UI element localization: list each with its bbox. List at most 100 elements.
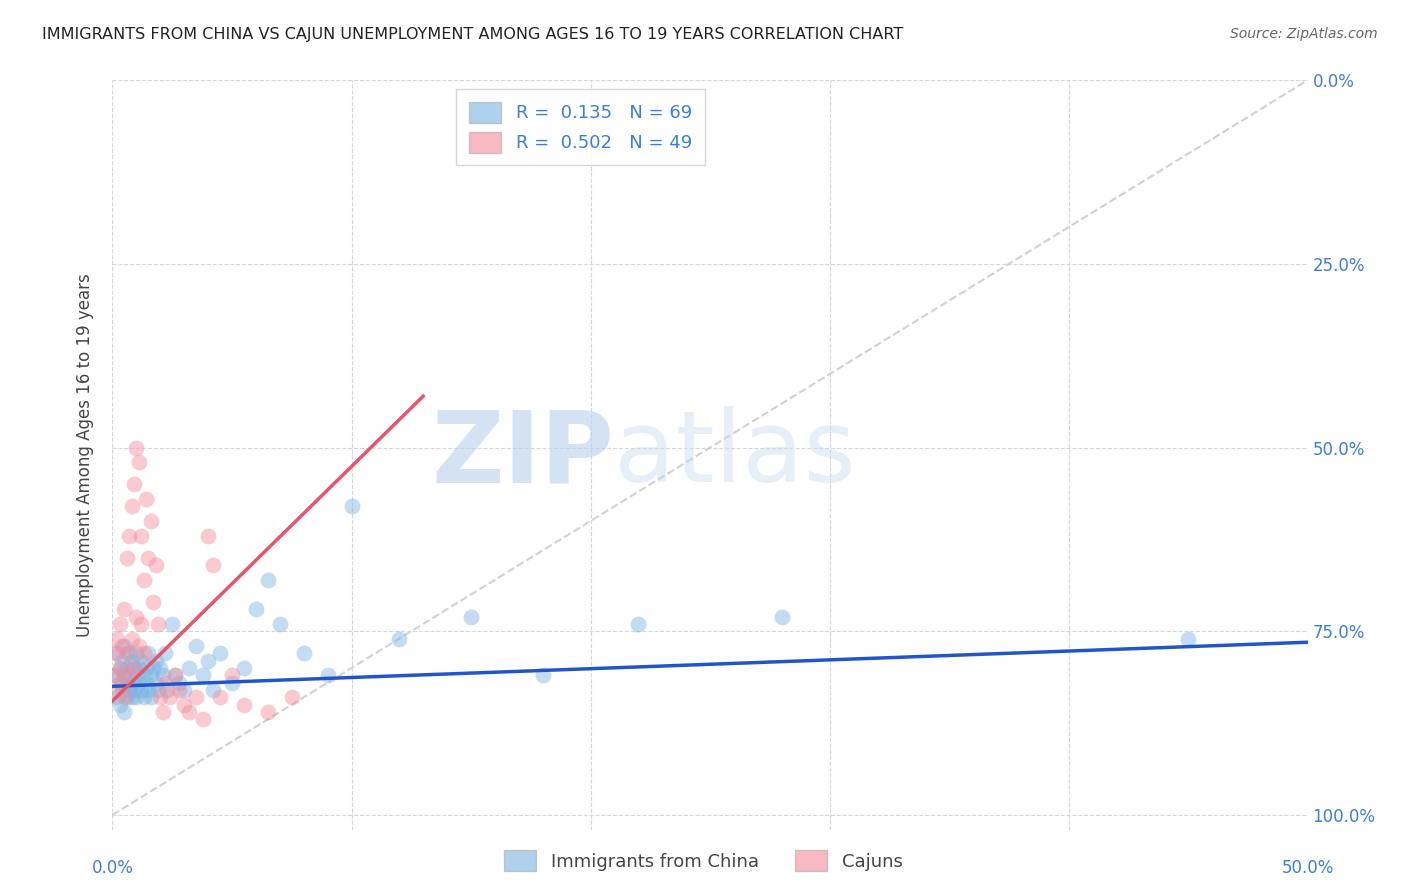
Point [153,675,176,690]
Point [111,654,134,668]
Point [129,654,152,668]
Point [627,616,650,631]
Point [269,616,291,631]
Point [152,705,174,719]
Point [245,602,267,616]
Point [128,639,150,653]
Point [105,683,128,698]
Point [138,646,160,660]
Point [128,661,150,675]
Point [121,675,143,690]
Point [111,675,134,690]
Point [114,690,135,705]
Point [770,609,793,624]
Point [186,639,208,653]
Point [118,668,141,682]
Text: Source: ZipAtlas.com: Source: ZipAtlas.com [1230,27,1378,41]
Point [388,632,411,646]
Point [108,698,131,712]
Point [122,683,145,698]
Point [121,500,143,514]
Point [233,661,256,675]
Point [152,668,174,682]
Point [114,602,135,616]
Point [201,683,224,698]
Point [221,675,243,690]
Point [138,550,160,565]
Point [105,646,128,660]
Point [121,632,143,646]
Point [281,690,304,705]
Point [177,661,200,675]
Point [118,668,141,682]
Point [209,690,232,705]
Point [173,683,195,698]
Point [201,558,224,573]
Point [104,668,127,682]
Point [108,661,131,675]
Point [173,698,195,712]
Point [162,616,183,631]
Point [163,668,186,682]
Point [193,712,215,726]
Point [128,455,150,469]
Point [129,616,152,631]
Y-axis label: Unemployment Among Ages 16 to 19 years: Unemployment Among Ages 16 to 19 years [76,273,94,637]
Text: IMMIGRANTS FROM CHINA VS CAJUN UNEMPLOYMENT AMONG AGES 16 TO 19 YEARS CORRELATIO: IMMIGRANTS FROM CHINA VS CAJUN UNEMPLOYM… [42,27,904,42]
Point [139,668,162,682]
Point [125,609,148,624]
Point [531,668,554,682]
Point [125,441,148,455]
Point [146,616,169,631]
Point [197,654,219,668]
Point [108,661,131,675]
Point [186,690,208,705]
Text: atlas: atlas [614,407,856,503]
Point [122,477,145,491]
Point [114,705,135,719]
Legend: R =  0.135   N = 69, R =  0.502   N = 49: R = 0.135 N = 69, R = 0.502 N = 49 [456,89,704,165]
Point [111,639,134,653]
Point [118,683,141,698]
Point [108,616,131,631]
Point [115,550,138,565]
Point [142,595,165,609]
Point [114,668,135,682]
Point [114,639,135,653]
Point [132,573,155,587]
Point [177,705,200,719]
Point [316,668,339,682]
Point [149,690,172,705]
Point [139,514,162,528]
Point [145,675,167,690]
Point [115,646,138,660]
Point [121,654,143,668]
Point [146,683,169,698]
Point [163,668,186,682]
Point [197,529,219,543]
Point [132,668,155,682]
Point [118,529,141,543]
Point [128,675,150,690]
Point [111,683,134,698]
Point [132,646,155,660]
Point [115,661,138,675]
Point [138,683,160,698]
Point [104,668,127,682]
Point [135,661,157,675]
Text: 0.0%: 0.0% [91,859,134,877]
Point [132,690,155,705]
Point [142,661,165,675]
Point [135,491,157,506]
Point [105,690,128,705]
Point [145,654,167,668]
Point [121,690,143,705]
Point [209,646,232,660]
Point [139,690,162,705]
Point [118,646,141,660]
Point [156,683,179,698]
Point [159,690,181,705]
Text: 50.0%: 50.0% [1281,859,1334,877]
Point [135,675,157,690]
Point [233,698,256,712]
